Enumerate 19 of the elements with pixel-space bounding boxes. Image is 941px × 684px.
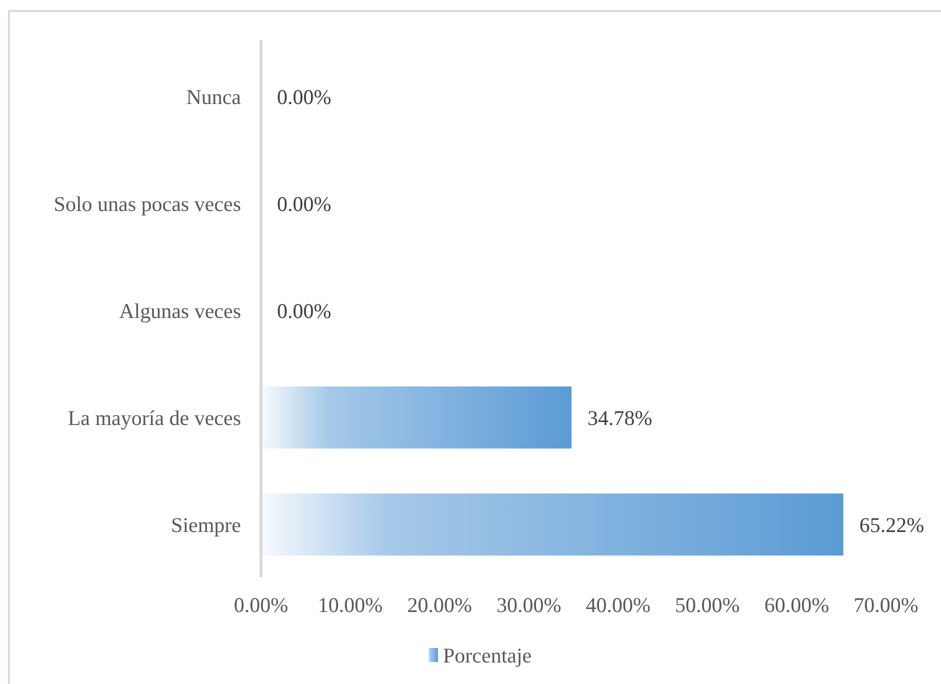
x-tick-label: 40.00% [586, 593, 651, 617]
legend-label: Porcentaje [443, 643, 532, 668]
data-label: 34.78% [588, 406, 652, 430]
x-tick-label: 60.00% [764, 593, 830, 617]
data-label: 0.00% [277, 84, 332, 109]
x-tick-label: 50.00% [675, 593, 740, 617]
x-tick-label: 10.00% [318, 593, 383, 617]
x-tick-label: 0.00% [234, 593, 288, 617]
data-label: 0.00% [277, 298, 332, 323]
y-tick-label: La mayoría de veces [68, 406, 241, 430]
data-label: 0.00% [277, 192, 332, 216]
x-tick-label: 30.00% [496, 593, 562, 617]
x-tick-label: 70.00% [854, 593, 918, 617]
y-tick-label: Siempre [171, 512, 241, 537]
y-tick-label: Algunas veces [119, 298, 241, 323]
y-tick-label: Nunca [186, 84, 242, 109]
x-tick-label: 20.00% [407, 593, 472, 617]
y-tick-label: Solo unas pocas veces [54, 192, 241, 216]
data-label: 65.22% [859, 512, 924, 537]
